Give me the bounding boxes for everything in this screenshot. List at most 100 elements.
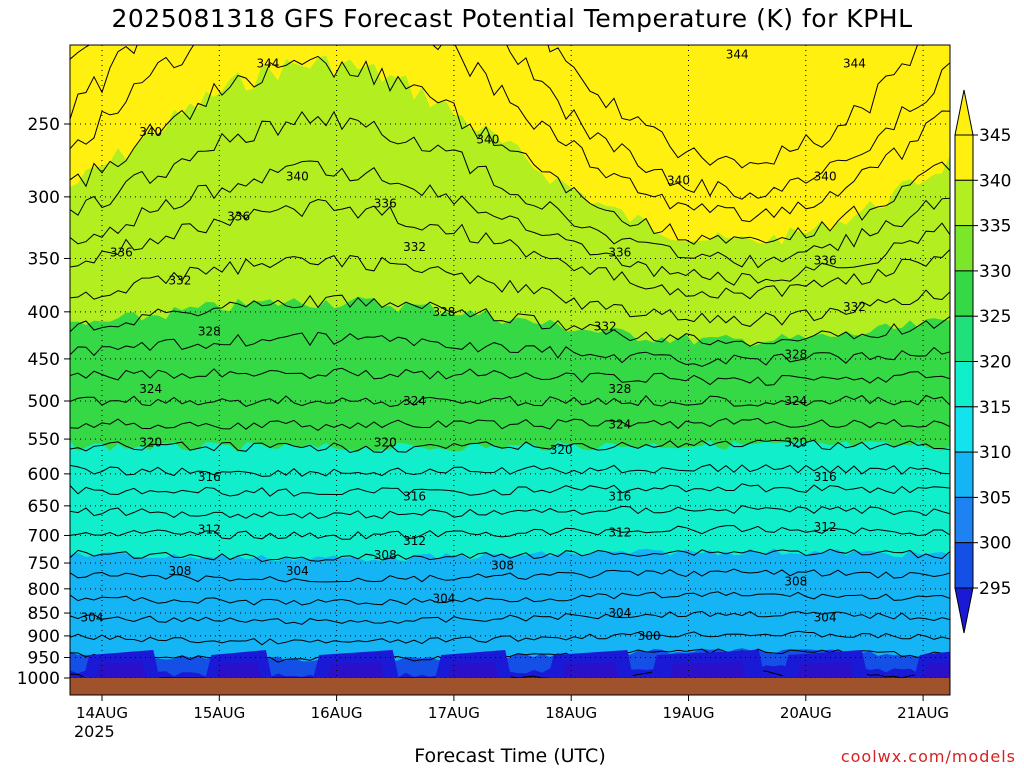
y-tick-label: 650 — [28, 497, 60, 517]
y-tick-label: 900 — [28, 627, 60, 647]
contour-label: 332 — [403, 240, 426, 254]
contour-label: 344 — [256, 57, 279, 71]
contour-label: 328 — [432, 305, 455, 319]
contour-label: 304 — [814, 611, 837, 625]
chart-title: 2025081318 GFS Forecast Potential Temper… — [111, 4, 913, 33]
colorbar-segment — [954, 496, 974, 544]
contour-label: 304 — [81, 611, 104, 625]
contour-label: 316 — [814, 470, 837, 484]
colorbar-segment — [954, 270, 974, 317]
contour-label: 328 — [784, 347, 807, 361]
contour-330 — [70, 294, 950, 347]
contour-label: 336 — [814, 254, 837, 268]
x-tick-label: 17AUG — [428, 704, 480, 722]
x-axis-title: Forecast Time (UTC) — [414, 745, 606, 767]
plot-frame — [69, 44, 951, 696]
contour-328 — [70, 331, 950, 367]
colorbar-label: 320 — [979, 353, 1011, 373]
colorbar-label: 335 — [979, 217, 1011, 237]
colorbar-segment — [954, 134, 974, 181]
contour-label: 320 — [550, 443, 573, 457]
colorbar-segment — [954, 315, 974, 363]
x-tick-label: 21AUG — [897, 704, 949, 722]
contour-label: 304 — [432, 592, 455, 606]
contour-label: 332 — [169, 274, 192, 288]
contour-338 — [70, 110, 950, 269]
y-tick-label: 300 — [28, 188, 60, 208]
contour-320 — [70, 439, 950, 454]
colorbar-extend-top — [954, 89, 974, 136]
contour-label: 340 — [286, 169, 309, 183]
contour-label: 316 — [403, 490, 426, 504]
contour-label: 324 — [139, 382, 162, 396]
colorbar-label: 325 — [979, 307, 1011, 327]
contour-label: 320 — [784, 436, 807, 450]
x-tick-label: 14AUG — [76, 704, 128, 722]
x-tick-label: 15AUG — [193, 704, 245, 722]
cold-core-0 — [95, 662, 147, 678]
contour-label: 308 — [784, 574, 807, 588]
credit-link[interactable]: coolwx.com/models — [840, 747, 1016, 766]
contour-label: 336 — [608, 246, 631, 260]
contour-346 — [70, 45, 918, 169]
ground-surface — [70, 678, 950, 695]
cold-core-1 — [216, 662, 261, 678]
colorbar-label: 315 — [979, 398, 1011, 418]
contour-label: 340 — [139, 125, 162, 139]
x-tick-label: 19AUG — [663, 704, 715, 722]
contour-340 — [70, 55, 950, 245]
y-tick-label: 700 — [28, 526, 60, 546]
pressure-axis: 250 300 350 400 450 500 550 600 650 700 750 800 850 9… — [17, 115, 70, 689]
grid-lines — [70, 45, 950, 679]
colorbar-label: 310 — [979, 443, 1011, 463]
contour-label: 344 — [726, 47, 749, 61]
contour-label: 340 — [667, 174, 690, 188]
potential-temperature-bands — [70, 45, 950, 695]
contour-label: 324 — [784, 394, 807, 408]
y-tick-label: 850 — [28, 604, 60, 624]
colorbar-label: 340 — [979, 171, 1011, 191]
time-axis: 14AUG 15AUG 16AUG 17AUG 18AUG 19AUG 20AUG 21AUG — [76, 695, 949, 722]
contour-label: 340 — [814, 169, 837, 183]
contour-label: 308 — [491, 559, 514, 573]
contour-label: 324 — [608, 417, 631, 431]
y-tick-label: 1000 — [17, 669, 60, 689]
contour-324 — [70, 394, 950, 408]
y-tick-label: 800 — [28, 580, 60, 600]
y-tick-label: 950 — [28, 649, 60, 669]
contour-334 — [70, 198, 950, 300]
colorbar-label: 295 — [979, 579, 1011, 599]
colorbar-label: 330 — [979, 262, 1011, 282]
contour-label: 316 — [608, 490, 631, 504]
contour-344 — [70, 45, 950, 200]
contour-label: 320 — [139, 436, 162, 450]
contour-label: 312 — [814, 520, 837, 534]
contour-308 — [70, 568, 950, 583]
colorbar-segment — [954, 406, 974, 453]
colorbar-segment — [954, 542, 974, 589]
contour-label: 328 — [198, 324, 221, 338]
contour-label: 340 — [476, 133, 499, 147]
contour-322 — [70, 417, 950, 432]
contour-label: 304 — [608, 606, 631, 620]
contour-342 — [70, 45, 950, 223]
x-tick-label: 20AUG — [780, 704, 832, 722]
colorbar-segment — [954, 451, 974, 498]
colorbar-segment — [954, 225, 974, 272]
x-tick-label: 18AUG — [545, 704, 597, 722]
contour-label: 312 — [198, 523, 221, 537]
colorbar-label: 345 — [979, 126, 1011, 146]
year-label: 2025 — [74, 722, 115, 741]
y-tick-label: 500 — [28, 392, 60, 412]
contour-label: 300 — [638, 629, 661, 643]
contour-312 — [70, 525, 950, 540]
x-tick-label: 16AUG — [311, 704, 363, 722]
contour-label: 328 — [608, 382, 631, 396]
contour-316 — [70, 483, 950, 497]
contour-label: 316 — [198, 470, 221, 484]
contour-label: 308 — [169, 564, 192, 578]
colorbar-extend-bottom — [954, 587, 974, 634]
colorbar: 345 340 335 330 325 320 315 310 305 300 295 — [954, 89, 1011, 634]
contour-label: 344 — [843, 57, 866, 71]
